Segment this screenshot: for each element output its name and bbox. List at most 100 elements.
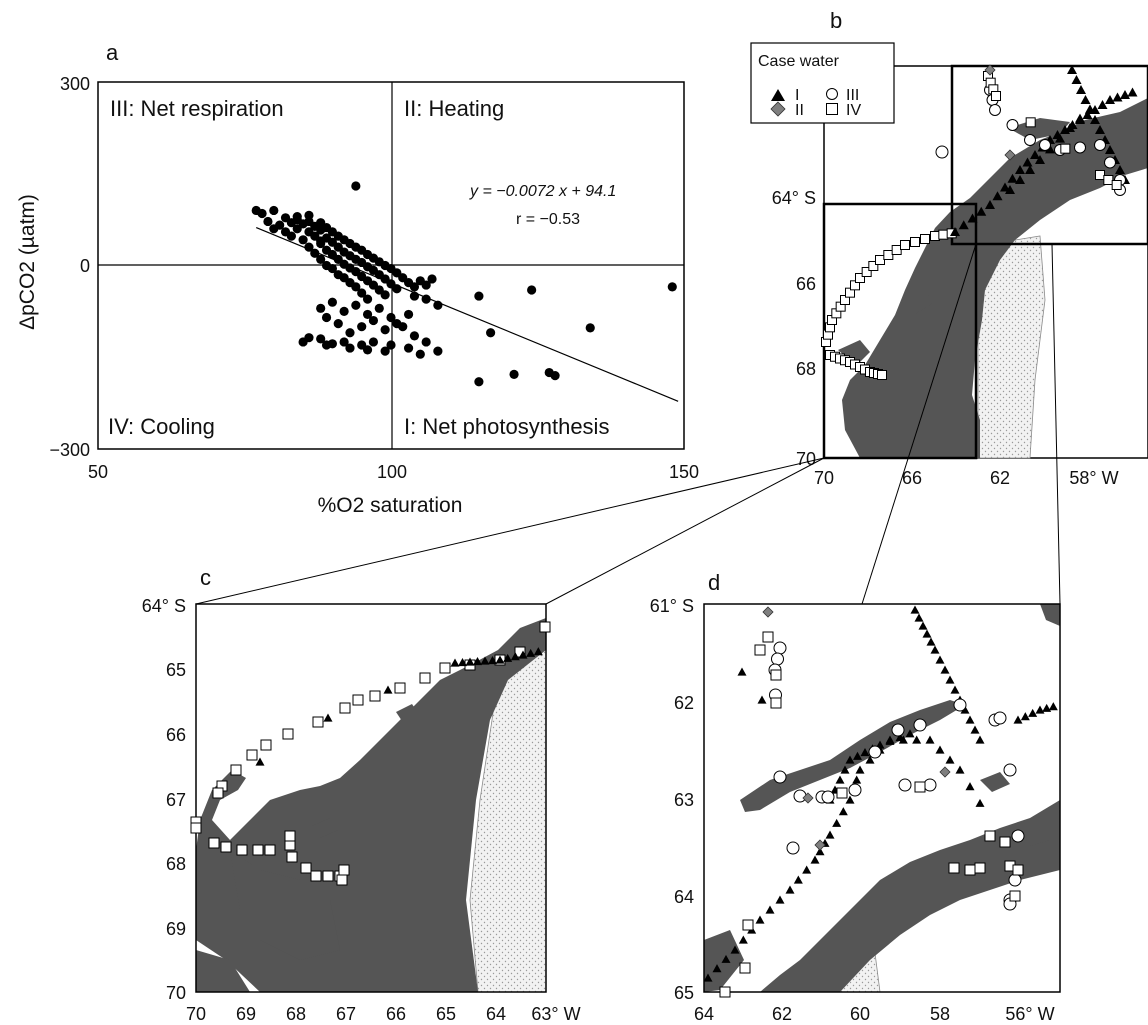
map-c-island-2: [396, 704, 420, 724]
map-d-island-4: [1040, 604, 1060, 626]
map-d-island-2: [1020, 824, 1050, 846]
panel-b: b 64° S 66 68 70 70 66 62 58° W Case wat…: [750, 8, 1148, 488]
station-triangle-marker: [825, 830, 835, 839]
station-square-marker: [991, 91, 1001, 101]
station-triangle-marker: [458, 658, 467, 667]
station-triangle-marker: [450, 658, 460, 667]
station-circle-marker: [891, 723, 905, 737]
data-point: [339, 337, 349, 347]
station-triangle-marker: [845, 795, 855, 804]
legend-title: Case water: [758, 53, 840, 70]
map-c-lat-68: 68: [166, 854, 186, 874]
station-triangle-marker: [855, 765, 865, 774]
station-triangle-marker: [1127, 87, 1138, 97]
station-circle-marker: [1003, 763, 1017, 777]
data-point: [351, 282, 361, 292]
station-triangle-marker: [1115, 165, 1125, 174]
data-point: [327, 297, 337, 307]
data-point: [257, 208, 267, 219]
station-triangle-marker: [935, 655, 945, 664]
station-triangle-marker: [925, 735, 935, 744]
map-b-lat-70: 70: [796, 449, 816, 469]
map-d-border: [703, 603, 1061, 993]
data-point: [345, 328, 355, 338]
station-triangle-marker: [510, 652, 520, 661]
station-circle-marker: [993, 711, 1007, 725]
station-triangle-marker: [950, 685, 960, 694]
map-d-south-shetland: [740, 700, 965, 812]
station-square-marker: [286, 851, 298, 863]
data-point: [316, 254, 326, 264]
station-square-marker: [252, 844, 264, 856]
station-triangle-marker: [965, 782, 975, 791]
station-square-marker: [336, 874, 348, 886]
station-square-marker: [920, 234, 930, 244]
station-square-marker: [900, 240, 910, 250]
data-point: [298, 337, 308, 347]
connector-d-left: [861, 243, 977, 605]
station-circle-marker: [1008, 873, 1022, 887]
station-triangle-marker: [757, 695, 767, 704]
data-point: [374, 303, 384, 313]
station-triangle-marker: [721, 954, 731, 963]
map-c-lon-66: 66: [386, 1004, 406, 1024]
data-point: [550, 371, 560, 381]
station-square-marker: [419, 672, 431, 684]
data-point: [316, 236, 326, 246]
station-square-marker: [236, 844, 248, 856]
station-diamond-marker: [939, 766, 951, 778]
data-point: [333, 319, 343, 329]
station-circle-marker: [953, 698, 967, 712]
station-square-marker: [1111, 180, 1122, 190]
station-triangle-marker: [976, 206, 987, 216]
station-triangle-marker: [815, 847, 825, 856]
station-triangle-marker: [905, 729, 915, 738]
station-triangle-marker: [1085, 104, 1095, 114]
station-triangle-marker: [473, 657, 482, 666]
panel-a: a III: Net respiration II: Heating IV: C…: [16, 40, 699, 517]
fit-equation: y = −0.0072 x + 94.1: [469, 183, 616, 200]
station-triangle-marker: [1015, 165, 1025, 174]
station-square-marker: [875, 255, 885, 265]
station-square-marker: [914, 781, 926, 793]
legend-label-iv: IV: [846, 102, 861, 119]
map-d-lat-62: 62: [674, 693, 694, 713]
station-triangle-marker: [1105, 145, 1115, 154]
map-b-inset-box-d: [950, 64, 1148, 246]
station-triangle-marker: [1000, 182, 1010, 192]
station-circle-marker: [771, 652, 784, 666]
station-square-marker: [930, 231, 940, 241]
data-point: [380, 325, 390, 335]
quadrant-label-4: IV: Cooling: [108, 414, 215, 439]
station-triangle-marker: [853, 751, 862, 760]
data-point: [486, 328, 496, 338]
station-triangle-marker: [1120, 90, 1130, 99]
map-c-lat-64: 64° S: [142, 596, 186, 616]
data-point: [316, 303, 326, 313]
station-square-marker: [1095, 170, 1105, 180]
station-diamond-marker: [814, 839, 826, 851]
station-triangle-marker: [975, 735, 985, 744]
station-triangle-marker: [910, 605, 920, 614]
station-triangle-marker: [1097, 100, 1108, 109]
station-triangle-marker: [526, 648, 536, 657]
station-circle-marker: [1104, 156, 1116, 169]
station-triangle-marker: [255, 757, 265, 766]
panel-c-label: c: [200, 565, 211, 590]
station-square-marker: [984, 830, 996, 842]
station-triangle-marker: [895, 733, 905, 742]
map-d-lon-58: 58: [930, 1004, 950, 1024]
station-square-marker: [230, 764, 242, 776]
station-square-marker: [300, 862, 312, 874]
station-square-marker: [883, 250, 894, 260]
station-square-marker: [190, 822, 202, 834]
data-point: [380, 346, 390, 356]
map-c-bay-land: [230, 850, 340, 960]
map-d-lat-65: 65: [674, 983, 694, 1003]
station-triangle-marker: [495, 655, 505, 664]
y-axis-label: ΔpCO2 (µatm): [16, 194, 39, 330]
station-square-marker: [974, 862, 986, 874]
station-triangle-marker: [730, 945, 740, 954]
map-b-lat-68: 68: [796, 359, 816, 379]
